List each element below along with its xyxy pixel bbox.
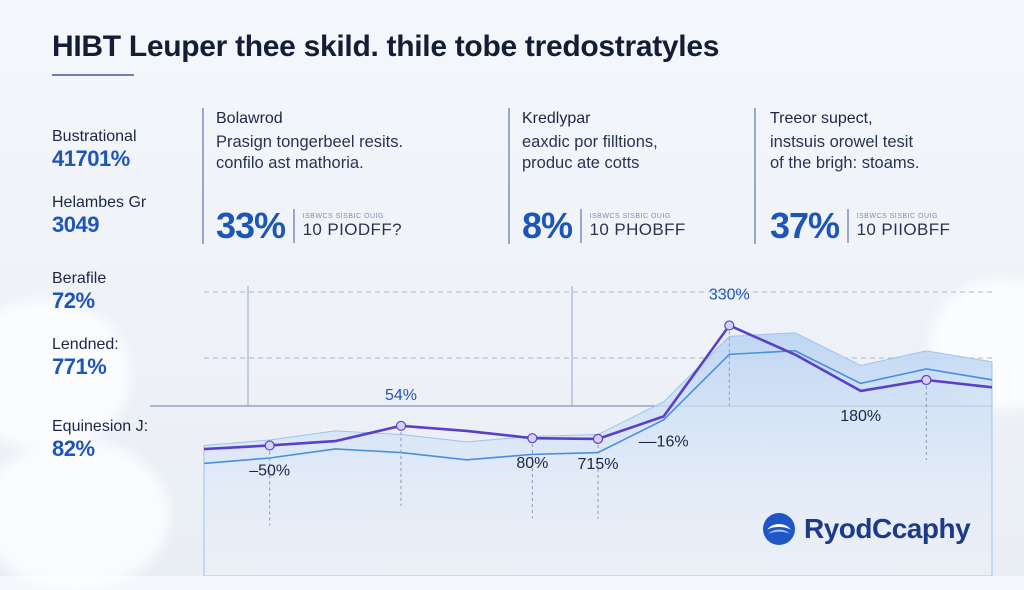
area-fill xyxy=(203,332,993,576)
brand-logo: RyodCcaphy xyxy=(762,512,971,546)
panel-separator xyxy=(580,209,582,243)
panel-big-value: 37% xyxy=(770,205,840,246)
stat-block: Lendned: 771% xyxy=(52,336,119,380)
data-label: 54% xyxy=(385,387,417,404)
data-label: 180% xyxy=(840,408,881,425)
panel-description-line: instsuis orowel tesit xyxy=(770,133,914,151)
panel-tiny-text: ISBWCS SISBIC OUIG xyxy=(856,212,938,220)
stat-label: Berafile xyxy=(52,270,107,287)
panel-big-value: 33% xyxy=(216,205,286,246)
panel-mini: ISBWCS SISBIC OUIG 10 PIIOBFF xyxy=(857,213,951,240)
panel-metric-row: 33% ISBWCS SISBIC OUIG 10 PIODFF? xyxy=(216,205,402,247)
logo-text: RyodCcaphy xyxy=(804,513,971,544)
data-point xyxy=(592,433,604,445)
stat-label: Lendned: xyxy=(52,336,119,353)
stat-label: Bustrational xyxy=(52,128,137,145)
panel-heading: Treeor supect, xyxy=(770,110,873,127)
stat-value: 771% xyxy=(52,354,107,379)
data-label: 80% xyxy=(516,455,548,472)
line-chart: 54% 330% 180% –50% 715% 80% ––16% xyxy=(150,286,993,576)
background-blob xyxy=(0,300,130,450)
panel-description-line: of the brigh: stoams. xyxy=(770,153,920,172)
stat-value: 82% xyxy=(52,436,95,461)
panel-separator xyxy=(293,209,295,243)
stat-label: Equinesion J: xyxy=(52,418,149,435)
stat-block: Helambes Gr 3049 xyxy=(52,194,146,238)
panel-heading: Kredlypar xyxy=(522,110,591,127)
data-point xyxy=(724,320,735,331)
page-title: HIBT Leuper thee skild. thile tobe tredo… xyxy=(52,30,720,63)
panel-metric-row: 8% ISBWCS SISBIC OUIG 10 PHOBFF xyxy=(522,205,686,247)
panel-description-line: eaxdic por filltions, xyxy=(522,133,658,151)
data-label: ––16% xyxy=(639,433,689,450)
title-underline xyxy=(52,74,134,76)
panel-small-text: 10 PIIOBFF xyxy=(856,219,951,239)
stat-block: Equinesion J: 82% xyxy=(52,418,148,462)
stat-block: Bustrational 41701% xyxy=(52,128,137,172)
logo-mark-icon xyxy=(763,513,795,545)
panel-description-line: Prasign tongerbeel resits. xyxy=(216,133,404,151)
background-blob xyxy=(0,440,170,590)
panel-mini: ISBWCS SISBIC OUIG 10 PIODFF? xyxy=(303,213,402,240)
metric-panel: Treeor supect, instsuis orowel tesit of … xyxy=(770,110,1010,250)
stat-label: Helambes Gr xyxy=(52,194,147,211)
panel-metric-row: 37% ISBWCS SISBIC OUIG 10 PIIOBFF xyxy=(770,205,950,247)
metric-panel: Kredlypar eaxdic por filltions, produc a… xyxy=(522,110,762,250)
panel-description-line: confilo ast mathoria. xyxy=(216,153,364,172)
data-point xyxy=(527,433,538,444)
stat-value: 3049 xyxy=(52,212,99,237)
panel-big-value: 8% xyxy=(522,205,573,246)
panel-tiny-text: ISBWCS SISBIC OUIG xyxy=(302,212,384,220)
panel-tiny-text: ISBWCS SISBIC OUIG xyxy=(589,212,671,220)
panel-separator xyxy=(847,209,849,243)
data-label: 715% xyxy=(578,456,619,473)
data-point xyxy=(921,374,932,386)
panel-small-text: 10 PHOBFF xyxy=(589,219,686,239)
data-point xyxy=(395,420,407,431)
stat-value: 41701% xyxy=(52,146,130,171)
metric-panel: Bolawrod Prasign tongerbeel resits. conf… xyxy=(216,110,456,250)
panel-mini: ISBWCS SISBIC OUIG 10 PHOBFF xyxy=(590,213,686,240)
data-label: –50% xyxy=(249,462,290,479)
column-divider xyxy=(202,108,204,244)
panel-description-line: produc ate cotts xyxy=(522,153,640,172)
data-label: 330% xyxy=(709,286,750,303)
stat-value: 72% xyxy=(52,288,95,313)
panel-small-text: 10 PIODFF? xyxy=(302,219,402,239)
stat-block: Berafile 72% xyxy=(52,270,106,314)
column-divider xyxy=(754,108,756,244)
data-point xyxy=(264,440,275,451)
column-divider xyxy=(508,108,510,244)
panel-heading: Bolawrod xyxy=(216,110,283,127)
